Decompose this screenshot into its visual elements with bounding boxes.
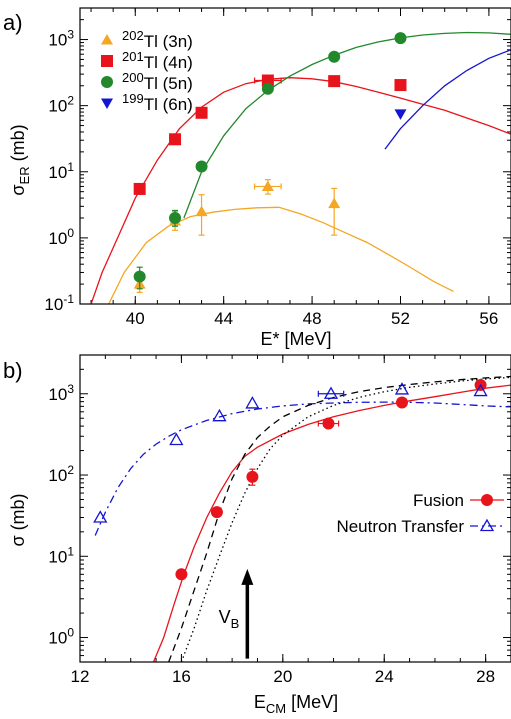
data-points [93, 379, 488, 581]
vb-arrow-head [241, 568, 254, 585]
data-point [195, 205, 208, 217]
legend-marker [101, 76, 113, 88]
series-curve [168, 375, 511, 662]
series-curve [94, 401, 511, 536]
data-point [195, 106, 208, 119]
y-tick-label: 103 [48, 28, 74, 50]
legend-marker [479, 518, 495, 532]
data-point [394, 109, 407, 120]
legend-marker [101, 98, 113, 109]
data-points [133, 32, 407, 293]
data-point [93, 510, 108, 523]
x-tick-label: 56 [479, 309, 498, 328]
data-point [246, 470, 259, 483]
data-point [394, 79, 407, 92]
series-curve [183, 31, 511, 219]
x-tick-label: 52 [391, 309, 410, 328]
x-tick-label: 16 [172, 667, 191, 686]
legend: 202Tl (3n)201Tl (4n)200Tl (5n)199Tl (6n) [101, 28, 193, 114]
series-curve [108, 206, 454, 304]
data-point [394, 32, 407, 45]
series-curve [180, 376, 511, 662]
x-tick-label: 44 [214, 309, 233, 328]
x-tick-label: 28 [476, 667, 495, 686]
legend-label: 201Tl (4n) [122, 49, 193, 72]
data-point [261, 74, 274, 87]
y-tick-label: 102 [48, 94, 74, 116]
data-point [261, 180, 274, 191]
x-tick-label: 40 [126, 309, 145, 328]
y-tick-label: 103 [48, 382, 74, 404]
x-axis-title: E* [MeV] [260, 329, 331, 349]
data-point [261, 82, 274, 95]
x-tick-label: 12 [71, 667, 90, 686]
legend-marker [101, 34, 113, 45]
panel-b: 100 101 102 103 12 16 20 24 28 b) ECM [MeV] σ (mb) V… [3, 354, 511, 716]
data-point [169, 432, 184, 446]
data-point [210, 506, 223, 519]
data-point [212, 408, 227, 422]
panel-label: a) [3, 10, 23, 35]
data-point [169, 211, 182, 224]
data-point [195, 160, 208, 173]
y-tick-label: 100 [48, 626, 74, 648]
legend: Fusion Neutron Transfer [336, 491, 504, 536]
y-tick-label: 101 [48, 544, 74, 566]
plot-frame [79, 354, 511, 663]
plot-frame [79, 7, 511, 305]
panel-a: 10-1 100 101 102 103 40 44 48 52 56 a) E* [MeV] σER … [3, 7, 511, 349]
data-point [328, 75, 341, 88]
minor-ticks [80, 7, 511, 285]
data-point [323, 386, 339, 399]
y-axis-title: σ (mb) [8, 493, 28, 546]
legend-label: Fusion [413, 491, 464, 510]
data-point [394, 382, 410, 395]
y-tick-label: 100 [48, 226, 74, 248]
legend-marker [481, 494, 493, 506]
series-curve [152, 384, 511, 662]
y-tick-label: 102 [48, 463, 74, 485]
y-tick-label: 101 [48, 160, 74, 182]
legend-label: Neutron Transfer [336, 517, 464, 536]
x-tick-label: 24 [375, 667, 394, 686]
x-tick-label: 48 [303, 309, 322, 328]
data-point [245, 396, 260, 409]
x-tick-label: 20 [273, 667, 292, 686]
data-point [395, 396, 408, 409]
y-tick-label: 10-1 [44, 292, 74, 314]
curves [90, 31, 511, 304]
y-axis-title: σER (mb) [8, 124, 32, 195]
legend-label: 202Tl (3n) [122, 28, 193, 51]
panel-label: b) [3, 358, 23, 383]
series-curve [384, 49, 511, 150]
legend-label: 199Tl (6n) [122, 91, 193, 114]
data-point [133, 182, 146, 195]
data-point [328, 50, 341, 63]
legend-marker [101, 55, 113, 67]
data-point [175, 568, 188, 581]
data-point [169, 133, 182, 146]
x-axis-title: ECM [MeV] [254, 692, 338, 716]
vb-label: VB [219, 607, 240, 631]
data-point [322, 417, 335, 430]
curves [94, 375, 511, 662]
data-point [473, 383, 488, 397]
data-point [328, 197, 341, 209]
data-point [133, 270, 146, 283]
legend-label: 200Tl (5n) [122, 70, 193, 93]
